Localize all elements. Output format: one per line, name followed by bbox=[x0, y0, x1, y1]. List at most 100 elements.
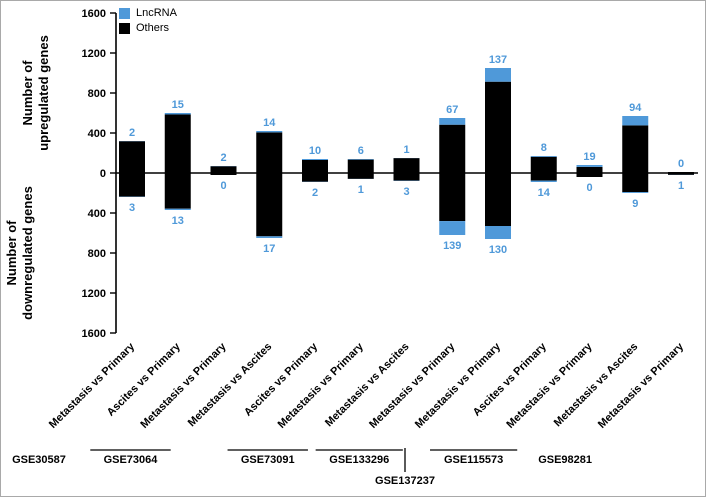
bar-up-lncrna bbox=[439, 118, 466, 125]
bar-down-lncrna bbox=[256, 236, 283, 238]
bar-up-others bbox=[256, 132, 283, 173]
bar-up-lncrna bbox=[530, 156, 557, 157]
dataset-label: GSE73064 bbox=[104, 454, 159, 466]
y-tick-label: 800 bbox=[88, 88, 106, 100]
y-tick-label: 1600 bbox=[82, 8, 106, 20]
y-tick-label: 1200 bbox=[82, 288, 106, 300]
dataset-label: GSE137237 bbox=[375, 475, 435, 487]
x-axis-label: Metastasis vs Primary bbox=[504, 340, 595, 431]
legend-item-lncrna: LncRNA bbox=[119, 7, 177, 19]
y-tick-label: 800 bbox=[88, 248, 106, 260]
bar-up-others bbox=[119, 141, 145, 173]
bar-down-lncrna bbox=[164, 208, 191, 210]
bar-up-lncrna bbox=[302, 159, 328, 160]
down-lncrna-count: 2 bbox=[312, 187, 318, 199]
lncrna-swatch-icon bbox=[119, 7, 130, 19]
bar-up-others bbox=[622, 125, 649, 173]
y-tick-label: 400 bbox=[88, 128, 106, 140]
bar-up-others bbox=[393, 158, 420, 173]
bar-down-others bbox=[576, 173, 603, 177]
bar-up-others bbox=[347, 159, 374, 173]
y-tick-label: 400 bbox=[88, 208, 106, 220]
bar-down-others bbox=[164, 173, 191, 209]
y-title-up-line1: Number of bbox=[20, 60, 35, 126]
x-axis-label: Metastasis vs Ascites bbox=[552, 341, 641, 430]
x-axis-label: Metastasis vs Primary bbox=[47, 340, 138, 431]
y-title-down-line1: Number of bbox=[4, 220, 19, 286]
dataset-label: GSE98281 bbox=[538, 454, 592, 466]
x-axis-label: Metastasis vs Primary bbox=[138, 340, 229, 431]
bar-down-others bbox=[668, 173, 694, 175]
y-tick-label: 1200 bbox=[82, 48, 106, 60]
down-lncrna-count: 0 bbox=[220, 180, 226, 192]
down-lncrna-count: 9 bbox=[632, 198, 638, 210]
down-lncrna-count: 17 bbox=[263, 243, 275, 255]
y-title-down-line2: downregulated genes bbox=[20, 186, 35, 320]
legend-label-others: Others bbox=[136, 22, 170, 34]
bar-down-others bbox=[347, 173, 374, 179]
down-lncrna-count: 0 bbox=[586, 182, 592, 194]
bar-up-others bbox=[210, 166, 237, 173]
bar-down-lncrna bbox=[485, 226, 511, 239]
down-lncrna-count: 3 bbox=[403, 186, 409, 198]
bar-up-lncrna bbox=[622, 116, 649, 126]
x-axis-label: Metastasis vs Primary bbox=[367, 340, 458, 431]
bar-down-others bbox=[622, 173, 649, 193]
bar-up-lncrna bbox=[347, 159, 374, 160]
bar-up-lncrna bbox=[164, 113, 191, 115]
up-lncrna-count: 2 bbox=[220, 152, 226, 164]
bar-up-lncrna bbox=[576, 165, 603, 167]
y-title-up-line2: upregulated genes bbox=[36, 35, 51, 151]
x-axis-label: Metastasis vs Primary bbox=[596, 340, 687, 431]
up-lncrna-count: 8 bbox=[541, 142, 547, 154]
y-tick-label: 1600 bbox=[82, 328, 106, 340]
down-lncrna-count: 139 bbox=[443, 240, 461, 252]
bar-up-others bbox=[439, 124, 466, 173]
up-lncrna-count: 6 bbox=[358, 145, 364, 157]
dataset-label: GSE133296 bbox=[329, 454, 389, 466]
y-tick-label: 0 bbox=[100, 168, 106, 180]
bar-up-others bbox=[530, 156, 557, 173]
down-lncrna-count: 14 bbox=[538, 187, 551, 199]
bar-down-others bbox=[439, 173, 466, 222]
legend: LncRNA Others bbox=[119, 7, 177, 34]
bar-down-others bbox=[210, 173, 237, 175]
up-lncrna-count: 94 bbox=[629, 102, 642, 114]
legend-item-others: Others bbox=[119, 22, 177, 34]
bar-up-lncrna bbox=[485, 68, 511, 82]
down-lncrna-count: 3 bbox=[129, 202, 135, 214]
bar-down-others bbox=[530, 173, 557, 181]
x-axis-label: Metastasis vs Primary bbox=[276, 340, 367, 431]
bar-up-others bbox=[485, 81, 511, 173]
bars-layer bbox=[119, 68, 694, 239]
up-lncrna-count: 2 bbox=[129, 127, 135, 139]
bar-down-others bbox=[302, 173, 328, 182]
bar-down-lncrna bbox=[622, 192, 649, 193]
up-lncrna-count: 14 bbox=[263, 117, 276, 129]
down-lncrna-count: 1 bbox=[358, 184, 364, 196]
dataset-label: GSE115573 bbox=[444, 454, 503, 466]
legend-label-lncrna: LncRNA bbox=[136, 7, 177, 19]
bar-down-others bbox=[256, 173, 283, 237]
bar-down-others bbox=[393, 173, 420, 181]
down-lncrna-count: 1 bbox=[678, 180, 684, 192]
dataset-group-labels: GSE30587 GSE73064 GSE73091 GSE133296 GSE1372… bbox=[12, 448, 592, 487]
dataset-label: GSE73091 bbox=[241, 454, 295, 466]
bar-up-others bbox=[576, 166, 603, 173]
up-lncrna-count: 1 bbox=[403, 144, 409, 156]
up-lncrna-count: 137 bbox=[489, 54, 507, 66]
bar-down-others bbox=[485, 173, 511, 226]
bar-down-others bbox=[119, 173, 145, 197]
up-lncrna-count: 0 bbox=[678, 158, 684, 170]
x-axis-label: Metastasis vs Primary bbox=[413, 340, 504, 431]
bar-down-lncrna bbox=[530, 180, 557, 182]
bar-down-lncrna bbox=[439, 221, 466, 235]
value-labels-layer: 2315132014171026113671391371308141909490… bbox=[129, 54, 684, 256]
x-axis-label: Metastasis vs Ascites bbox=[323, 341, 412, 430]
down-lncrna-count: 130 bbox=[489, 244, 507, 256]
bar-up-others bbox=[164, 114, 191, 173]
